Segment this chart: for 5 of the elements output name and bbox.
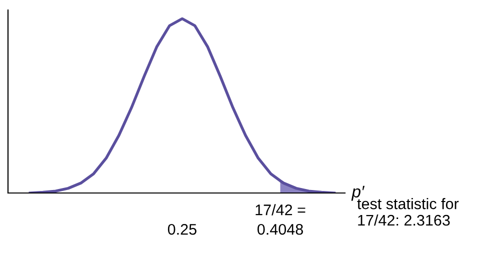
- x-tick-label: 0.25: [168, 224, 196, 235]
- text: test statistic for 17/42: 2.3163: [357, 198, 459, 226]
- annotation: 17/42 =: [256, 204, 306, 216]
- x-axis-title: p′: [351, 186, 365, 201]
- x-tick-label: 0.4048: [257, 224, 303, 235]
